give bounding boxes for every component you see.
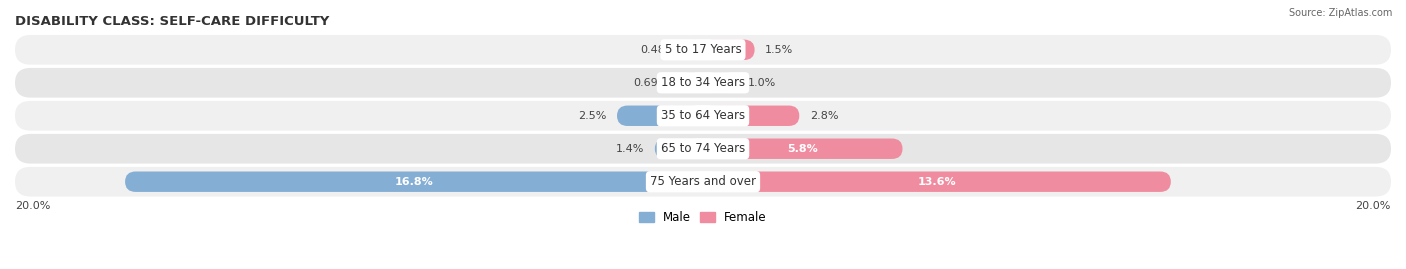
Text: 65 to 74 Years: 65 to 74 Years [661, 142, 745, 155]
Text: 35 to 64 Years: 35 to 64 Years [661, 109, 745, 122]
Text: DISABILITY CLASS: SELF-CARE DIFFICULTY: DISABILITY CLASS: SELF-CARE DIFFICULTY [15, 15, 329, 28]
Text: 2.8%: 2.8% [810, 111, 838, 121]
Text: Source: ZipAtlas.com: Source: ZipAtlas.com [1288, 8, 1392, 18]
FancyBboxPatch shape [655, 139, 703, 159]
FancyBboxPatch shape [703, 139, 903, 159]
FancyBboxPatch shape [15, 101, 1391, 131]
Text: 0.69%: 0.69% [634, 78, 669, 88]
FancyBboxPatch shape [125, 171, 703, 192]
FancyBboxPatch shape [617, 105, 703, 126]
FancyBboxPatch shape [703, 171, 1171, 192]
Text: 2.5%: 2.5% [578, 111, 606, 121]
FancyBboxPatch shape [679, 73, 703, 93]
FancyBboxPatch shape [703, 105, 800, 126]
FancyBboxPatch shape [15, 167, 1391, 197]
Text: 20.0%: 20.0% [1355, 201, 1391, 211]
Text: 18 to 34 Years: 18 to 34 Years [661, 76, 745, 89]
Text: 5 to 17 Years: 5 to 17 Years [665, 43, 741, 56]
Text: 75 Years and over: 75 Years and over [650, 175, 756, 188]
FancyBboxPatch shape [15, 68, 1391, 98]
Text: 20.0%: 20.0% [15, 201, 51, 211]
Text: 0.48%: 0.48% [641, 45, 676, 55]
Text: 13.6%: 13.6% [918, 177, 956, 187]
Text: 1.5%: 1.5% [765, 45, 793, 55]
FancyBboxPatch shape [15, 35, 1391, 65]
FancyBboxPatch shape [703, 40, 755, 60]
FancyBboxPatch shape [15, 134, 1391, 164]
Legend: Male, Female: Male, Female [634, 206, 772, 229]
Text: 1.4%: 1.4% [616, 144, 644, 154]
Text: 16.8%: 16.8% [395, 177, 433, 187]
Text: 5.8%: 5.8% [787, 144, 818, 154]
Text: 1.0%: 1.0% [748, 78, 776, 88]
FancyBboxPatch shape [703, 73, 737, 93]
FancyBboxPatch shape [686, 40, 703, 60]
